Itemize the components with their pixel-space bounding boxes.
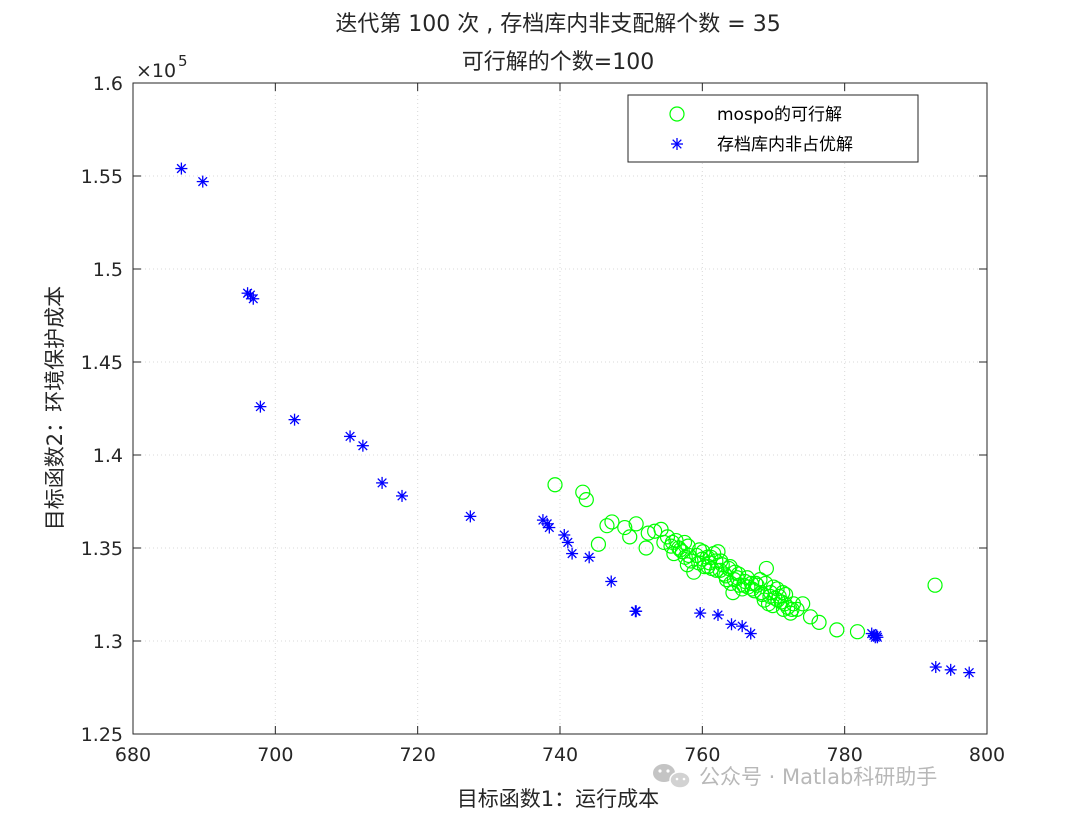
- feasible-solution-point: [547, 477, 563, 493]
- feasible-solution-point: [680, 538, 696, 554]
- y-tick-label: 1.6: [93, 73, 123, 95]
- feasible-solution-point: [758, 575, 774, 591]
- nondominated-solution-point: [288, 413, 301, 426]
- legend: mospo的可行解 存档库内非占优解: [627, 94, 919, 163]
- nondominated-solution-point: [561, 536, 574, 549]
- feasible-solution-point: [765, 579, 782, 595]
- nondominated-solution-point: [175, 162, 188, 175]
- feasible-solution-point: [604, 514, 620, 530]
- nondominated-solution-point: [870, 629, 883, 642]
- feasible-solution-point: [849, 624, 866, 640]
- feasible-solution-point: [590, 536, 607, 552]
- feasible-solution-point: [638, 540, 654, 556]
- y-tick-label: 1.3: [93, 631, 123, 653]
- legend-marker-feasible: [669, 106, 685, 122]
- legend-label-nondominated: 存档库内非占优解: [717, 135, 853, 155]
- nondominated-solution-point: [543, 521, 556, 534]
- nondominated-solution-point: [605, 575, 618, 588]
- feasible-solution-point: [700, 558, 716, 575]
- nondominated-solution-point: [396, 489, 409, 502]
- nondominated-solution-point: [744, 627, 757, 640]
- legend-label-feasible: mospo的可行解: [717, 105, 842, 125]
- feasible-solution-point: [748, 575, 764, 591]
- x-axis-label: 目标函数1：运行成本: [457, 787, 659, 811]
- x-tick-label: 740: [542, 744, 578, 766]
- y-tick-labels: 1.25 1.3 1.35 1.4 1.45 1.5 1.55 1.6: [81, 73, 123, 746]
- feasible-solution-point: [811, 614, 827, 631]
- y-tick-label: 1.4: [93, 445, 123, 467]
- x-tick-label: 680: [115, 744, 151, 766]
- feasible-solution-point: [758, 560, 774, 577]
- feasible-solution-point: [713, 553, 729, 569]
- x-tick-labels: 680 700 720 740 760 780 800: [115, 744, 1005, 766]
- y-tick-label: 1.25: [81, 724, 123, 746]
- feasible-solution-point: [927, 577, 943, 593]
- feasible-solution-point: [672, 542, 688, 558]
- feasible-solution-point: [676, 534, 693, 551]
- watermark-text: 公众号 · Matlab科研助手: [699, 765, 937, 789]
- nondominated-solution-point: [344, 430, 357, 443]
- feasible-solution-point: [802, 609, 819, 625]
- nondominated-solution-point: [694, 607, 707, 620]
- nondominated-solution-point: [630, 605, 643, 618]
- feasible-solution-point: [777, 586, 794, 603]
- feasible-solution-point: [628, 516, 644, 532]
- nondominated-solution-point: [464, 510, 477, 523]
- feasible-solution-point: [659, 529, 676, 545]
- nondominated-solution-point: [725, 618, 738, 631]
- feasible-solution-point: [575, 484, 591, 500]
- feasible-solution-point: [718, 568, 734, 584]
- feasible-solution-point: [829, 622, 845, 638]
- feasible-solution-point: [775, 585, 791, 601]
- y-tick-label: 1.35: [81, 538, 123, 560]
- legend-asterisk-marker: [671, 138, 683, 150]
- watermark: 公众号 · Matlab科研助手: [653, 764, 937, 789]
- nondominated-solution-point: [711, 608, 724, 621]
- nondominated-solution-point: [963, 666, 976, 679]
- x-tick-label: 780: [827, 744, 863, 766]
- feasible-solution-point: [679, 557, 695, 573]
- x-tick-label: 700: [257, 744, 293, 766]
- nondominated-solution-point: [929, 661, 942, 674]
- nondominated-solution-point: [254, 400, 267, 413]
- legend-marker-nondominated: [671, 138, 683, 150]
- nondominated-solution-point: [196, 175, 209, 188]
- y-exponent-base: ×10: [136, 60, 176, 82]
- chart-title-line2: 可行解的个数=100: [462, 50, 654, 75]
- feasible-solution-point: [617, 519, 633, 536]
- nondominated-solution-point: [558, 528, 571, 541]
- feasible-solution-point: [739, 570, 755, 586]
- nondominated-solution-point: [247, 292, 260, 305]
- feasible-solution-point: [599, 518, 615, 534]
- y-tick-label: 1.55: [81, 166, 123, 188]
- nondominated-solution-point: [376, 476, 389, 489]
- nondominated-solution-point: [356, 439, 369, 452]
- x-tick-label: 800: [969, 744, 1005, 766]
- legend-circle-marker: [669, 106, 685, 122]
- feasible-solution-point: [722, 558, 738, 575]
- nondominated-solution-point: [736, 620, 749, 633]
- nondominated-solution-point: [944, 663, 957, 676]
- feasible-solution-point: [578, 492, 594, 508]
- wechat-icon: [653, 764, 691, 789]
- plot-frame: [132, 82, 988, 735]
- y-tick-label: 1.5: [93, 259, 123, 281]
- nondominated-solution-point: [583, 551, 596, 564]
- nondominated-solution-point: [871, 631, 884, 644]
- x-tick-label: 720: [400, 744, 436, 766]
- feasible-solution-point: [703, 549, 719, 565]
- feasible-solution-point: [647, 523, 663, 539]
- y-axis-label: 目标函数2：环境保护成本: [43, 286, 67, 530]
- nondominated-solution-point: [566, 547, 579, 560]
- feasible-solution-point: [784, 601, 800, 617]
- legend-box: [627, 94, 919, 163]
- feasible-solution-point: [695, 544, 711, 560]
- feasible-solution-point: [622, 529, 638, 545]
- x-tick-label: 760: [684, 744, 720, 766]
- y-tick-label: 1.45: [81, 352, 123, 374]
- chart-title-line1: 迭代第 100 次 , 存档库内非支配解个数 = 35: [335, 12, 780, 37]
- data-points: [175, 162, 976, 679]
- y-exponent-power: 5: [178, 52, 188, 70]
